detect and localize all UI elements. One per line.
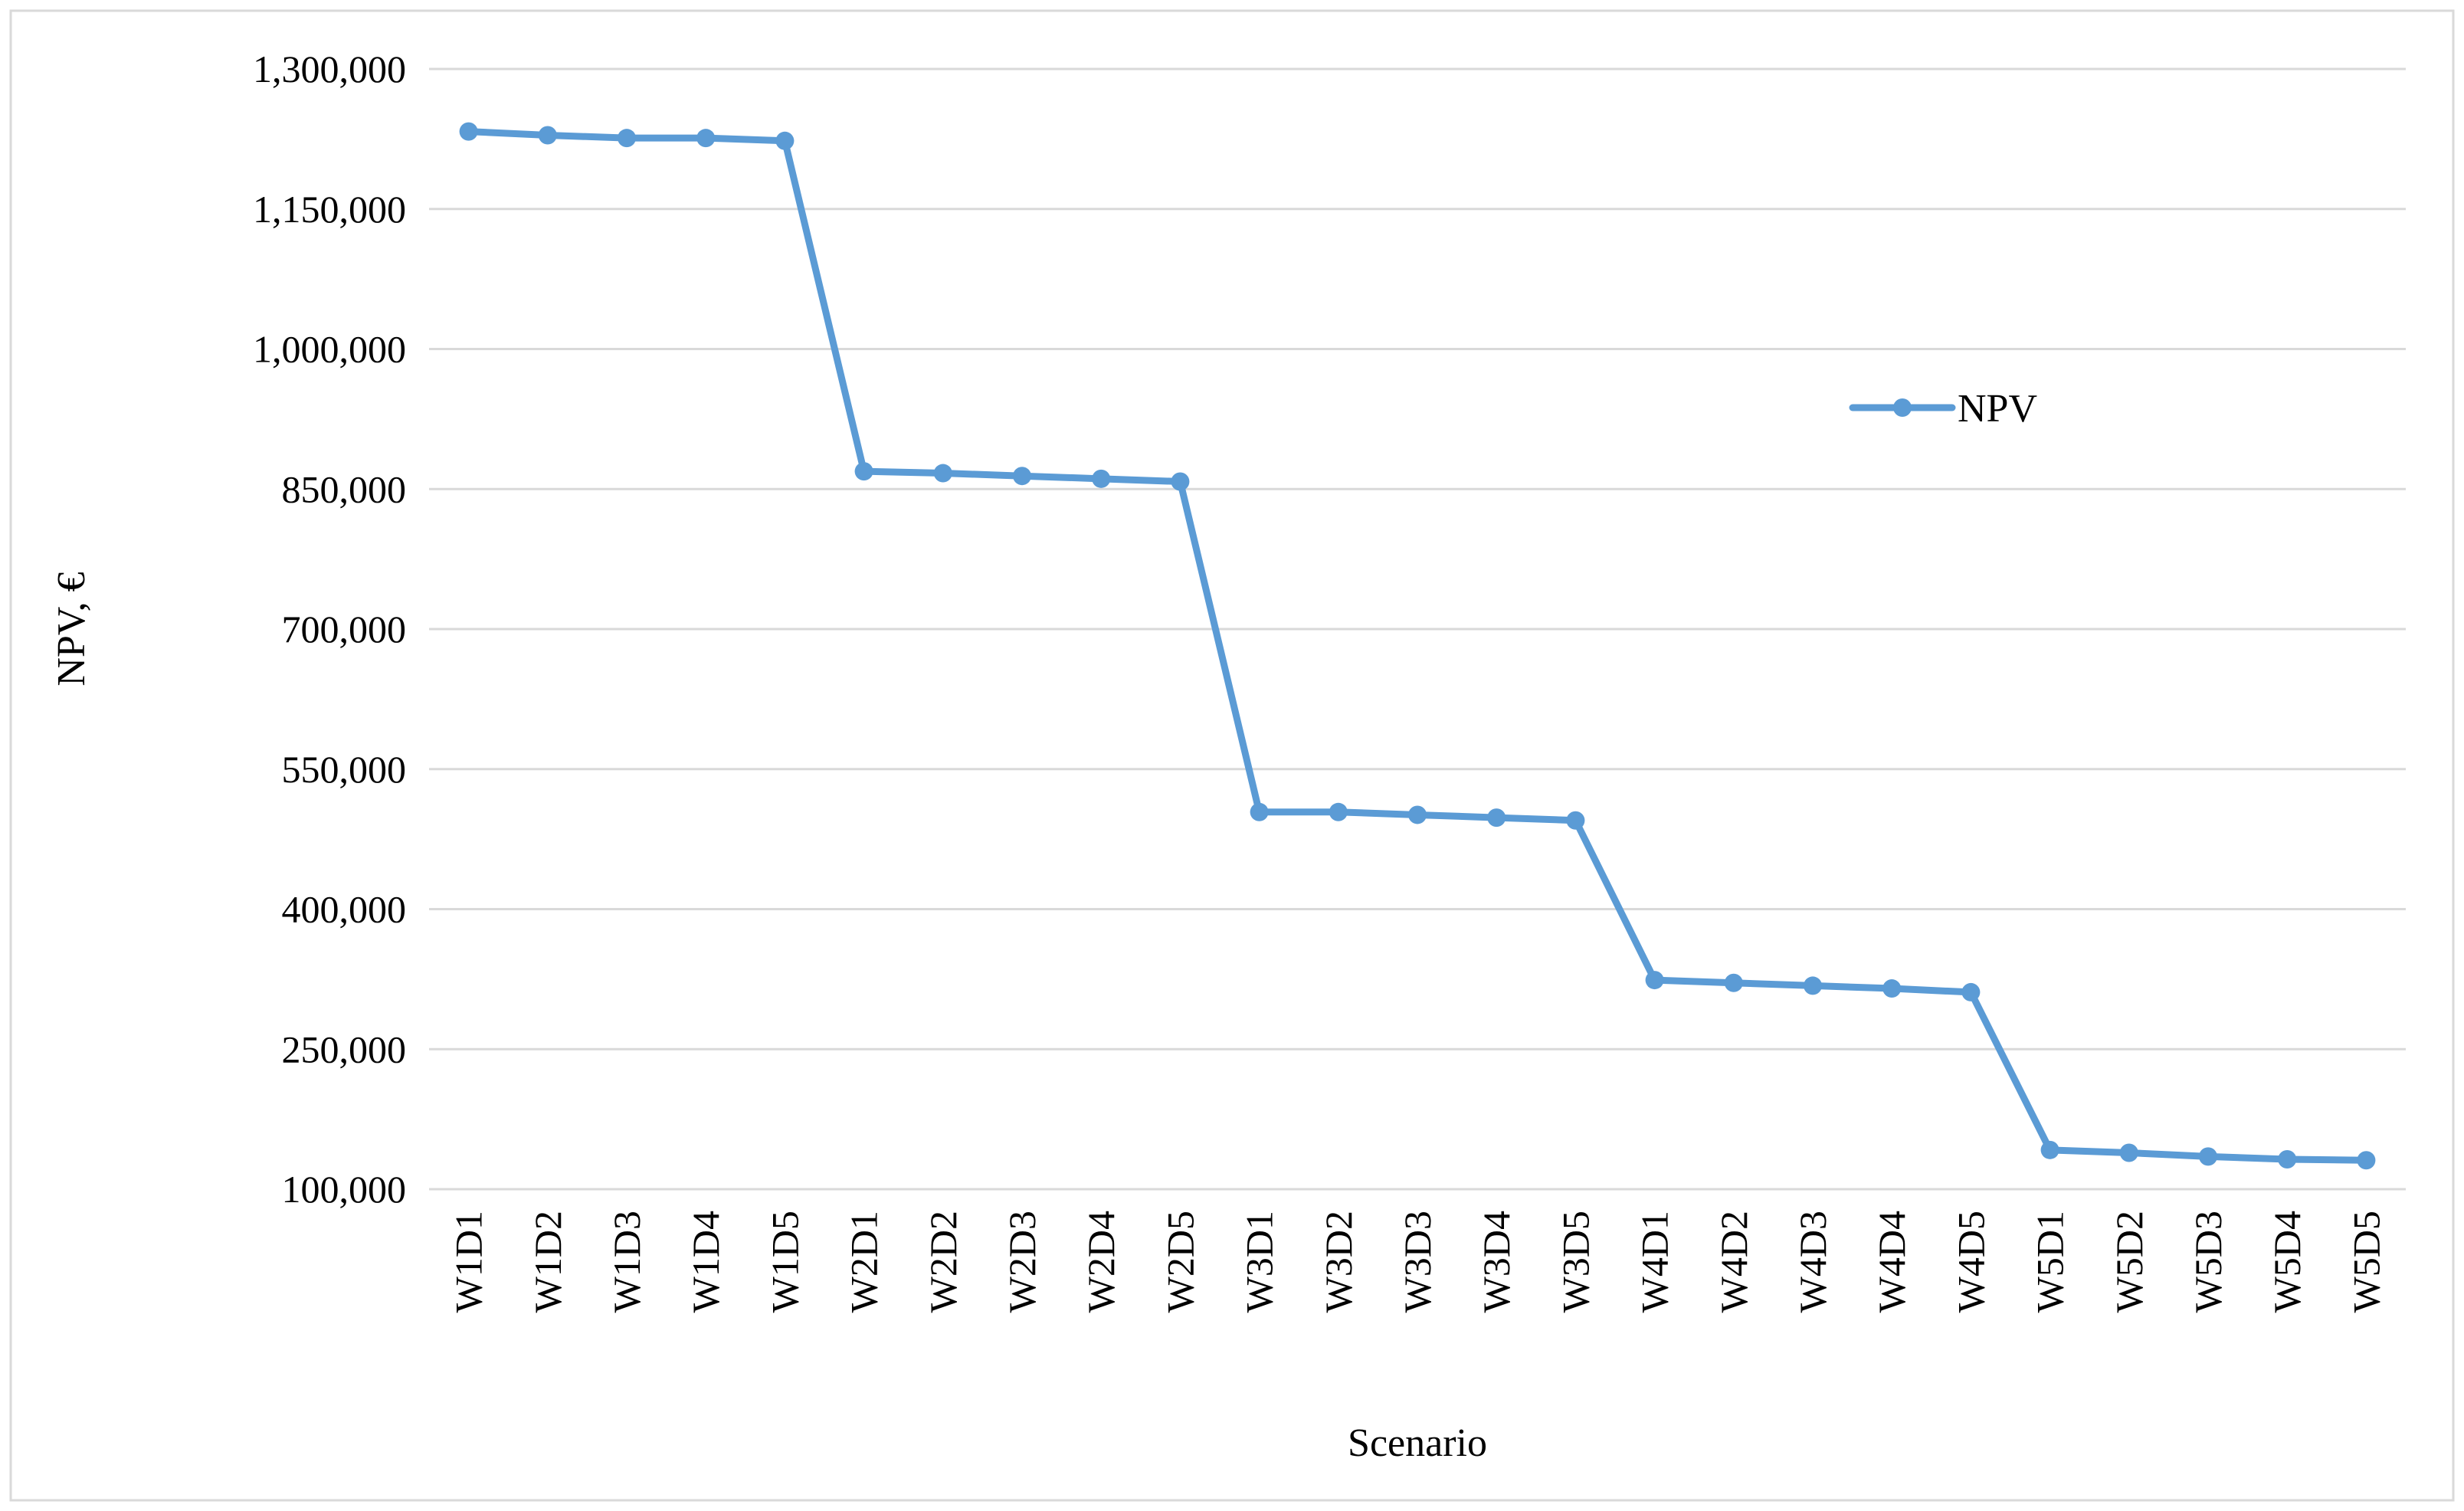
x-tick-label: W4D5 — [1949, 1211, 1992, 1313]
gridlines — [429, 67, 2406, 1191]
x-tick-label: W5D3 — [2187, 1211, 2230, 1313]
y-tick-label: 400,000 — [282, 888, 407, 931]
x-tick-label: W4D3 — [1791, 1211, 1834, 1313]
x-tick-label: W1D3 — [605, 1211, 648, 1313]
data-point — [459, 122, 478, 141]
x-tick-label: W3D3 — [1396, 1211, 1439, 1313]
x-tick-label: W2D3 — [1001, 1211, 1044, 1313]
data-point — [2357, 1151, 2376, 1170]
x-tick-label: W4D2 — [1712, 1211, 1755, 1313]
legend: NPV — [1849, 387, 2037, 431]
y-tick-label: 550,000 — [282, 748, 407, 791]
data-point — [618, 129, 636, 148]
x-tick-label: W3D1 — [1238, 1211, 1281, 1313]
x-axis-ticks: W1D1 W1D2 W1D3 W1D4 W1D5 W2D1 W2D2 W2D3 W2D4 W2D5… — [447, 1211, 2388, 1313]
x-tick-label: W4D4 — [1870, 1211, 1913, 1313]
y-tick-label: 1,150,000 — [253, 188, 406, 231]
x-tick-label: W5D2 — [2108, 1211, 2151, 1313]
data-point — [854, 462, 873, 481]
data-point — [1882, 979, 1902, 998]
data-point — [775, 131, 795, 150]
x-tick-label: W2D1 — [843, 1211, 886, 1313]
data-point — [696, 129, 716, 148]
data-point — [2119, 1143, 2138, 1162]
series-npv — [459, 122, 2376, 1170]
x-tick-label: W1D5 — [763, 1211, 806, 1313]
y-tick-label: 1,000,000 — [253, 328, 406, 371]
data-point — [1487, 808, 1506, 828]
x-tick-label: W3D2 — [1317, 1211, 1360, 1313]
data-point — [2040, 1140, 2059, 1159]
data-point — [1092, 469, 1111, 488]
x-tick-label: W2D5 — [1158, 1211, 1201, 1313]
y-tick-label: 1,300,000 — [253, 48, 406, 90]
data-point — [2199, 1147, 2217, 1166]
y-tick-label: 250,000 — [282, 1028, 407, 1070]
data-point — [1408, 805, 1427, 824]
data-point — [1013, 467, 1031, 486]
y-tick-label: 100,000 — [282, 1168, 407, 1211]
data-point — [1250, 802, 1269, 821]
x-tick-label: W1D2 — [526, 1211, 569, 1313]
y-tick-label: 850,000 — [282, 467, 407, 510]
legend-marker-swatch — [1893, 398, 1912, 417]
x-tick-label: W3D5 — [1554, 1211, 1597, 1313]
x-axis-title: Scenario — [1348, 1421, 1487, 1465]
x-tick-label: W5D1 — [2029, 1211, 2072, 1313]
data-point — [1329, 802, 1348, 821]
data-point — [1171, 472, 1190, 491]
x-tick-label: W2D2 — [922, 1211, 965, 1313]
data-point — [2278, 1150, 2297, 1169]
chart-border — [9, 9, 2455, 1502]
data-point — [1645, 971, 1664, 990]
x-tick-label: W3D4 — [1475, 1211, 1518, 1313]
y-axis-ticks: 100,000 250,000 400,000 550,000 700,000 850,0… — [253, 48, 406, 1211]
legend-entry-npv: NPV — [1958, 387, 2037, 431]
data-point — [1961, 982, 1981, 1001]
y-tick-label: 700,000 — [282, 608, 407, 651]
x-tick-label: W4D1 — [1633, 1211, 1676, 1313]
x-tick-label: W5D5 — [2344, 1211, 2387, 1313]
data-point — [538, 126, 557, 145]
x-tick-label: W1D1 — [447, 1211, 490, 1313]
data-point — [1724, 973, 1743, 992]
data-point — [933, 464, 952, 483]
data-point — [1566, 811, 1585, 830]
x-tick-label: W5D4 — [2266, 1211, 2308, 1313]
x-tick-label: W1D4 — [684, 1211, 727, 1313]
data-point — [1804, 976, 1822, 995]
y-axis-title: NPV, € — [50, 572, 93, 686]
x-tick-label: W2D4 — [1080, 1211, 1122, 1313]
